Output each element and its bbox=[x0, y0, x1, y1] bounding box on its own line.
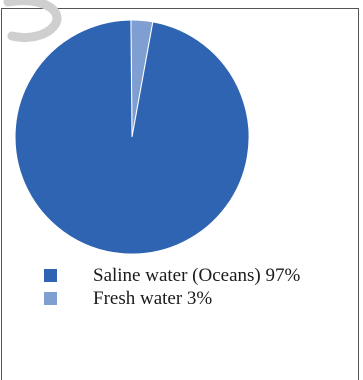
legend-item-fresh-water: Fresh water 3% bbox=[44, 287, 300, 310]
legend-swatch-fresh-water bbox=[44, 292, 57, 305]
chart-legend: Saline water (Oceans) 97% Fresh water 3% bbox=[44, 264, 300, 310]
legend-swatch-saline-water bbox=[44, 269, 57, 282]
legend-item-saline-water: Saline water (Oceans) 97% bbox=[44, 264, 300, 287]
legend-label-saline-water: Saline water (Oceans) 97% bbox=[93, 265, 301, 286]
pie-slice-saline-water bbox=[14, 19, 250, 255]
legend-label-fresh-water: Fresh water 3% bbox=[93, 288, 213, 309]
